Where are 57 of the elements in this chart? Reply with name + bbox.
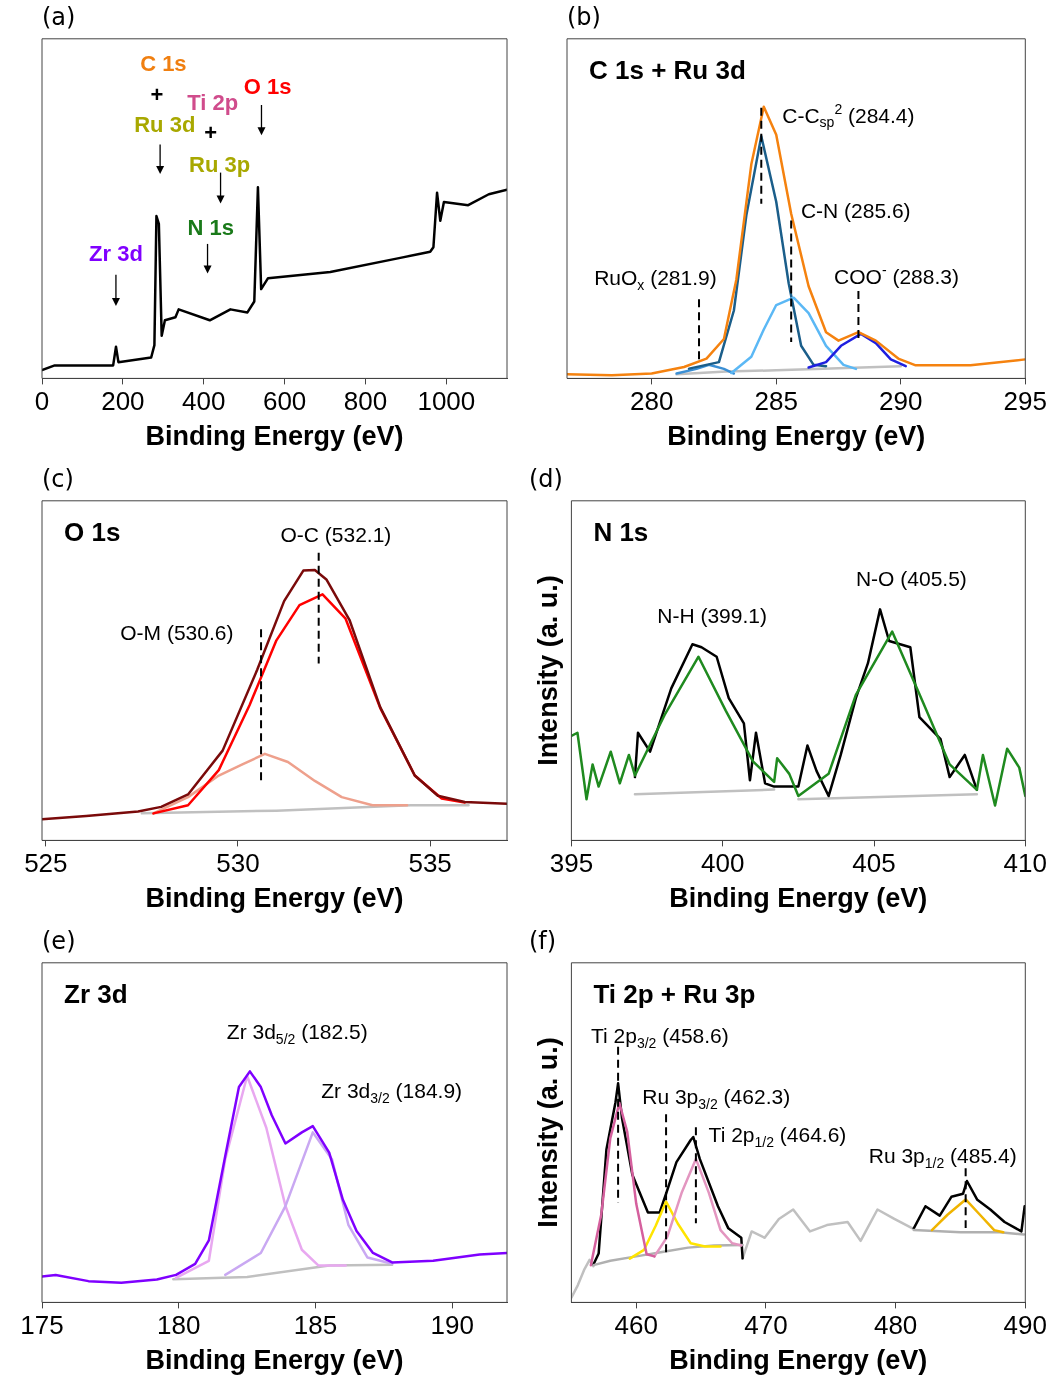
- ref-line-label: C-N (285.6): [800, 199, 911, 223]
- x-tick-label: 180: [157, 1310, 201, 1341]
- chart-subtitle: O 1s: [64, 516, 121, 547]
- ref-line-label: O-C (532.1): [280, 522, 392, 546]
- x-tick-label: 200: [101, 386, 145, 417]
- x-tick-label: 480: [873, 1310, 918, 1341]
- x-tick-label: 470: [744, 1310, 788, 1341]
- x-axis-title: Binding Energy (eV): [669, 883, 928, 914]
- x-tick-label: 400: [701, 848, 745, 879]
- x-tick-label: 280: [629, 386, 674, 417]
- x-tick-label: 285: [754, 386, 798, 417]
- x-axis-title: Binding Energy (eV): [145, 1345, 404, 1376]
- text: C 1s: [140, 51, 187, 77]
- chart-title: (c): [42, 464, 74, 493]
- ref-line-label: O-M (530.6): [120, 620, 234, 644]
- x-tick-label: 190: [430, 1310, 474, 1341]
- text: O 1s: [243, 74, 292, 100]
- chart-title: (b): [567, 2, 601, 31]
- text: N-O (405.5): [855, 566, 967, 590]
- x-tick-label: 185: [293, 1310, 338, 1341]
- annotation: Zr 3d: [89, 240, 143, 266]
- annotation: N 1s: [187, 215, 235, 241]
- x-tick-label: 525: [24, 848, 68, 879]
- chart-title: (e): [42, 926, 76, 955]
- chart-subtitle: Zr 3d: [64, 978, 128, 1009]
- x-axis-title: Binding Energy (eV): [145, 421, 404, 452]
- y-axis-title: Intensity (a. u.): [532, 575, 563, 766]
- text: Ru 3p: [189, 152, 251, 178]
- x-tick-label: 400: [182, 386, 226, 417]
- x-axis-title: Binding Energy (eV): [669, 1345, 928, 1376]
- annotation: N-H (399.1): [657, 604, 767, 628]
- x-axis-title: Binding Energy (eV): [145, 883, 404, 914]
- x-tick-label: 290: [879, 386, 923, 417]
- text: +: [204, 119, 218, 145]
- chart-title: (f): [529, 926, 557, 955]
- chart-subtitle: C 1s + Ru 3d: [589, 54, 746, 85]
- x-tick-label: 535: [408, 848, 452, 879]
- x-tick-label: 490: [1003, 1310, 1048, 1341]
- x-tick-label: 1000: [417, 386, 476, 417]
- x-tick-label: 600: [262, 386, 307, 417]
- x-tick-label: 175: [20, 1310, 64, 1341]
- ref-line-label: COO- (288.3): [834, 262, 959, 288]
- x-tick-label: 0: [34, 386, 50, 417]
- chart-subtitle: Ti 2p + Ru 3p: [593, 978, 756, 1009]
- x-tick-label: 460: [614, 1310, 658, 1341]
- chart-title: (a): [42, 2, 76, 31]
- text: +: [150, 81, 164, 107]
- x-tick-label: 410: [1003, 848, 1048, 879]
- x-tick-label: 800: [343, 386, 388, 417]
- x-tick-label: 530: [216, 848, 260, 879]
- chart-title: (d): [529, 464, 563, 493]
- y-axis-title: Intensity (a. u.): [532, 1037, 563, 1228]
- chart-subtitle: N 1s: [593, 516, 649, 547]
- x-tick-label: 295: [1003, 386, 1048, 417]
- x-tick-label: 395: [549, 848, 594, 879]
- x-tick-label: 405: [852, 848, 896, 879]
- x-axis-title: Binding Energy (eV): [667, 421, 926, 452]
